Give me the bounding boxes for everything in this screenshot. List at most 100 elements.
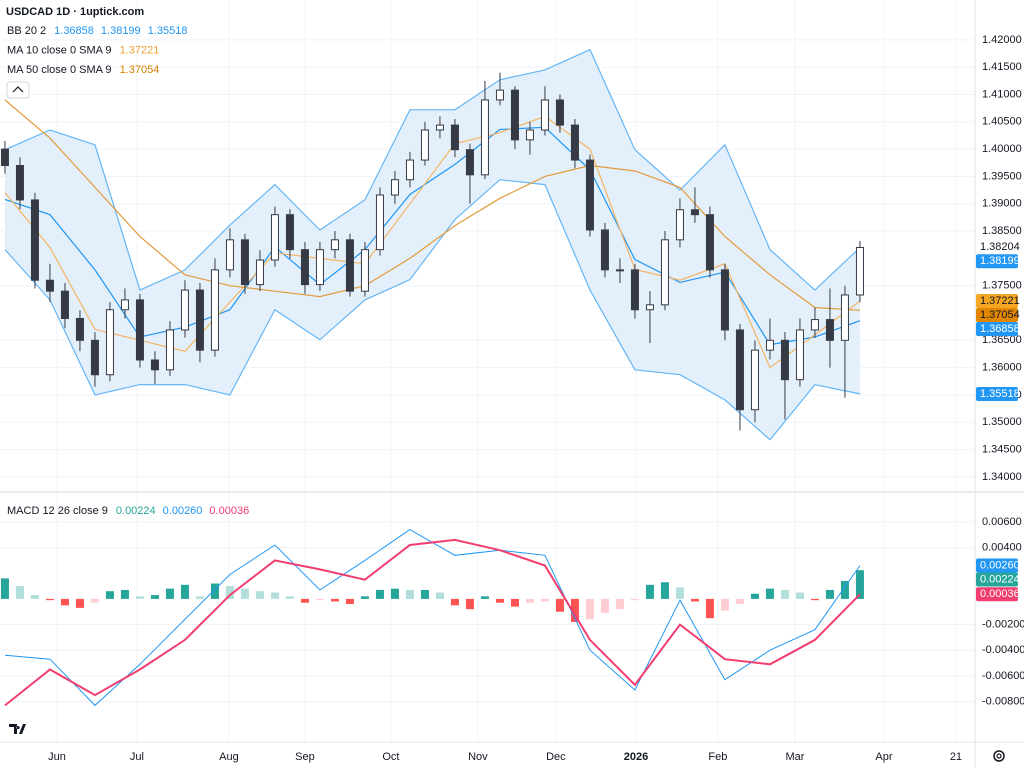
x-tick-label: Aug: [219, 751, 239, 763]
histogram-bar: [270, 592, 279, 599]
y-tick-label: -0.00400: [982, 644, 1024, 656]
histogram-bar: [180, 584, 189, 599]
price-badge-label: 1.36858: [980, 323, 1020, 335]
histogram-bar: [465, 598, 474, 610]
legend-label: MACD 12 26 close 9: [7, 505, 108, 517]
x-tick-label: Oct: [382, 751, 399, 763]
histogram-bar: [225, 586, 234, 599]
histogram-bar: [420, 589, 429, 599]
histogram-bar: [405, 589, 414, 599]
collapse-button[interactable]: [6, 81, 30, 99]
histogram-bar: [555, 598, 564, 612]
candle-body: [780, 339, 789, 381]
x-tick-label: Mar: [786, 751, 805, 763]
histogram-bar: [90, 598, 99, 603]
candle-body: [510, 89, 519, 141]
legend-value: 0.00224: [116, 505, 156, 517]
price-badge: [976, 321, 1018, 336]
x-tick-label: Jul: [130, 751, 144, 763]
y-tick-label: 1.34500: [982, 443, 1022, 455]
histogram-bar: [375, 589, 384, 599]
legend-value: 1.37221: [120, 44, 160, 56]
histogram-bar: [600, 598, 609, 614]
y-tick-label: -0.00800: [982, 695, 1024, 707]
candle-body: [345, 239, 354, 292]
candle-body: [705, 214, 714, 271]
histogram-bar: [135, 596, 144, 599]
candle-body: [330, 239, 339, 251]
histogram-bar: [675, 587, 684, 599]
histogram-bar: [780, 589, 789, 599]
candle-body: [225, 239, 234, 271]
price-badge: [976, 572, 1018, 587]
candle-body: [195, 289, 204, 351]
candle-body: [840, 294, 849, 341]
candle-body: [675, 209, 684, 241]
histogram-bar: [540, 598, 549, 602]
histogram-bar: [45, 598, 54, 601]
histogram-bar: [705, 598, 714, 619]
price-badge: [976, 307, 1018, 322]
histogram-bar: [75, 598, 84, 608]
price-badge-label: 1.37221: [980, 295, 1020, 307]
histogram-bar: [255, 591, 264, 599]
y-tick-label: 1.40000: [982, 143, 1022, 155]
candle-body: [570, 124, 579, 161]
candle-body: [120, 299, 129, 311]
indicator-line: [4, 126, 861, 346]
candle-body: [735, 329, 744, 411]
candle-body: [450, 124, 459, 151]
price-badge: [976, 240, 1018, 255]
histogram-bar: [660, 582, 669, 599]
settings-icon[interactable]: [993, 750, 1005, 762]
histogram-bar: [150, 595, 159, 599]
histogram-bar: [495, 598, 504, 603]
x-tick-label: Feb: [708, 751, 727, 763]
candle-body: [810, 319, 819, 331]
histogram-bar: [0, 578, 9, 599]
chart-title: USDCAD 1D · 1uptick.com: [6, 6, 144, 18]
legend-label: BB 20 2: [7, 25, 46, 37]
histogram-bar: [765, 588, 774, 599]
histogram-bar: [795, 592, 804, 599]
candle-body: [300, 249, 309, 286]
x-tick-label: Jun: [48, 751, 66, 763]
histogram-bar: [285, 596, 294, 599]
indicator-line: [4, 99, 861, 311]
candle-body: [270, 214, 279, 261]
candle-body: [855, 246, 864, 296]
x-tick-label: Nov: [468, 751, 488, 763]
price-badge: [976, 386, 1018, 401]
candle-body: [465, 149, 474, 176]
y-tick-label: 0.00600: [982, 516, 1022, 528]
candle-body: [435, 124, 444, 131]
histogram-bar: [300, 598, 309, 603]
histogram-bar: [450, 598, 459, 606]
candle-body: [240, 239, 249, 286]
histogram-bar: [825, 589, 834, 599]
price-badge-label: 1.38199: [980, 255, 1020, 267]
histogram-bar: [750, 593, 759, 599]
candle-body: [405, 159, 414, 181]
x-tick-label: 21: [950, 751, 962, 763]
candle-body: [360, 249, 369, 292]
histogram-bar: [195, 596, 204, 599]
candle-body: [60, 290, 69, 319]
price-badge: [976, 293, 1018, 308]
candle-body: [690, 209, 699, 216]
indicator-line: [4, 115, 861, 369]
legend-value: 1.36858: [54, 25, 94, 37]
candle-body: [90, 339, 99, 376]
legend-value: 1.37054: [120, 64, 160, 76]
labels: 1.42000 1.41500 1.41000 1.40500 1.40000 1.395…: [7, 25, 1024, 763]
candle-body: [150, 359, 159, 371]
legend-value: 1.38199: [101, 25, 141, 37]
legend-value: 1.35518: [148, 25, 188, 37]
histogram-bar: [480, 596, 489, 599]
histogram-bar: [810, 598, 819, 601]
candle-body: [540, 99, 549, 131]
price-badge-label: 1.38204: [980, 241, 1020, 253]
candle-body: [135, 299, 144, 361]
logo: [5, 718, 33, 738]
